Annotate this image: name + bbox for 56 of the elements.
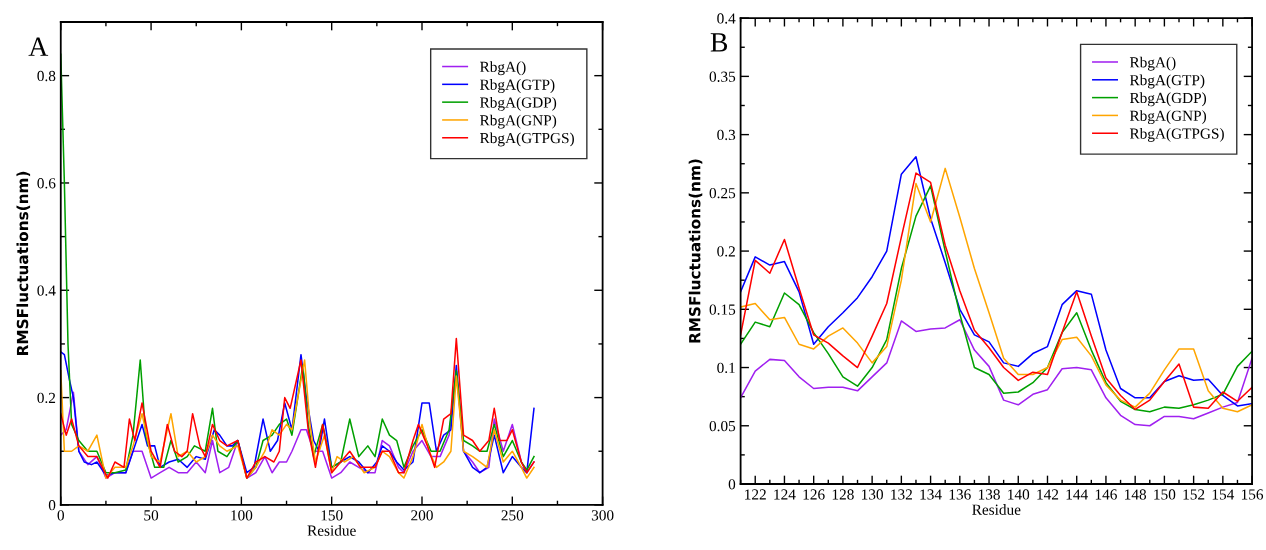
x-tick-label: 250 — [501, 510, 524, 521]
x-tick-label: 122 — [745, 489, 766, 500]
x-tick-label: 126 — [803, 489, 825, 500]
x-tick-label: 132 — [891, 489, 912, 500]
legend-label: RbgA(GTPGS) — [1129, 127, 1224, 142]
legend-label: RbgA(GTP) — [1129, 74, 1205, 89]
x-tick-label: 154 — [1212, 489, 1235, 500]
y-tick-label: 0.15 — [709, 304, 736, 315]
x-tick-label: 130 — [862, 489, 884, 500]
y-tick-label: 0.6 — [37, 178, 56, 189]
y-tick-label: 0.2 — [37, 392, 56, 404]
x-tick-label: 136 — [949, 489, 971, 500]
x-tick-label: 140 — [1008, 489, 1030, 500]
x-tick-label: 134 — [920, 489, 942, 500]
x-tick-label: 148 — [1125, 489, 1147, 500]
legend-label: RbgA(GDP) — [1129, 92, 1207, 107]
legend-label: RbgA(GNP) — [1129, 110, 1207, 125]
x-tick-label: 150 — [1154, 489, 1176, 500]
y-axis-title: RMSFluctuations(nm) — [688, 159, 703, 343]
x-axis-title: Residue — [307, 525, 356, 536]
legend-label: RbgA() — [480, 61, 526, 76]
x-tick-label: 156 — [1241, 489, 1264, 500]
x-tick-label: 144 — [1066, 489, 1088, 500]
y-tick-label: 0.4 — [717, 13, 736, 24]
y-axis-title: RMSFluctuations(nm) — [16, 171, 31, 355]
y-tick-label: 0.8 — [37, 70, 56, 82]
x-tick-label: 200 — [411, 510, 433, 521]
x-tick-label: 152 — [1183, 489, 1205, 500]
x-tick-label: 146 — [1095, 489, 1117, 500]
y-tick-label: 0.4 — [37, 285, 56, 296]
x-tick-label: 300 — [591, 510, 614, 521]
x-tick-label: 50 — [144, 510, 159, 521]
x-tick-label: 124 — [774, 489, 796, 500]
y-tick-label: 0.35 — [709, 71, 736, 82]
x-tick-label: 150 — [321, 510, 343, 521]
y-tick-label: 0.1 — [717, 362, 735, 374]
y-tick-label: 0 — [48, 500, 56, 511]
x-tick-label: 128 — [832, 489, 854, 500]
legend-label: RbgA(GNP) — [480, 114, 557, 129]
y-tick-label: 0.25 — [709, 187, 736, 199]
x-tick-label: 138 — [978, 489, 1000, 500]
x-tick-label: 100 — [231, 510, 253, 521]
x-tick-label: 142 — [1037, 489, 1059, 500]
y-tick-label: 0.2 — [717, 246, 735, 257]
line-series — [740, 319, 1253, 427]
y-tick-label: 0.05 — [709, 420, 736, 432]
y-tick-label: 0.3 — [717, 129, 736, 141]
legend-label: RbgA(GDP) — [480, 96, 557, 111]
legend-label: RbgA(GTP) — [480, 79, 555, 93]
x-axis-title: Residue — [972, 504, 1021, 515]
x-tick-label: 0 — [57, 510, 64, 521]
text: B — [710, 33, 728, 52]
text: A — [28, 37, 49, 56]
y-tick-label: 0 — [728, 479, 736, 490]
legend-label: RbgA(GTPGS) — [480, 132, 574, 147]
legend-label: RbgA() — [1129, 56, 1176, 71]
